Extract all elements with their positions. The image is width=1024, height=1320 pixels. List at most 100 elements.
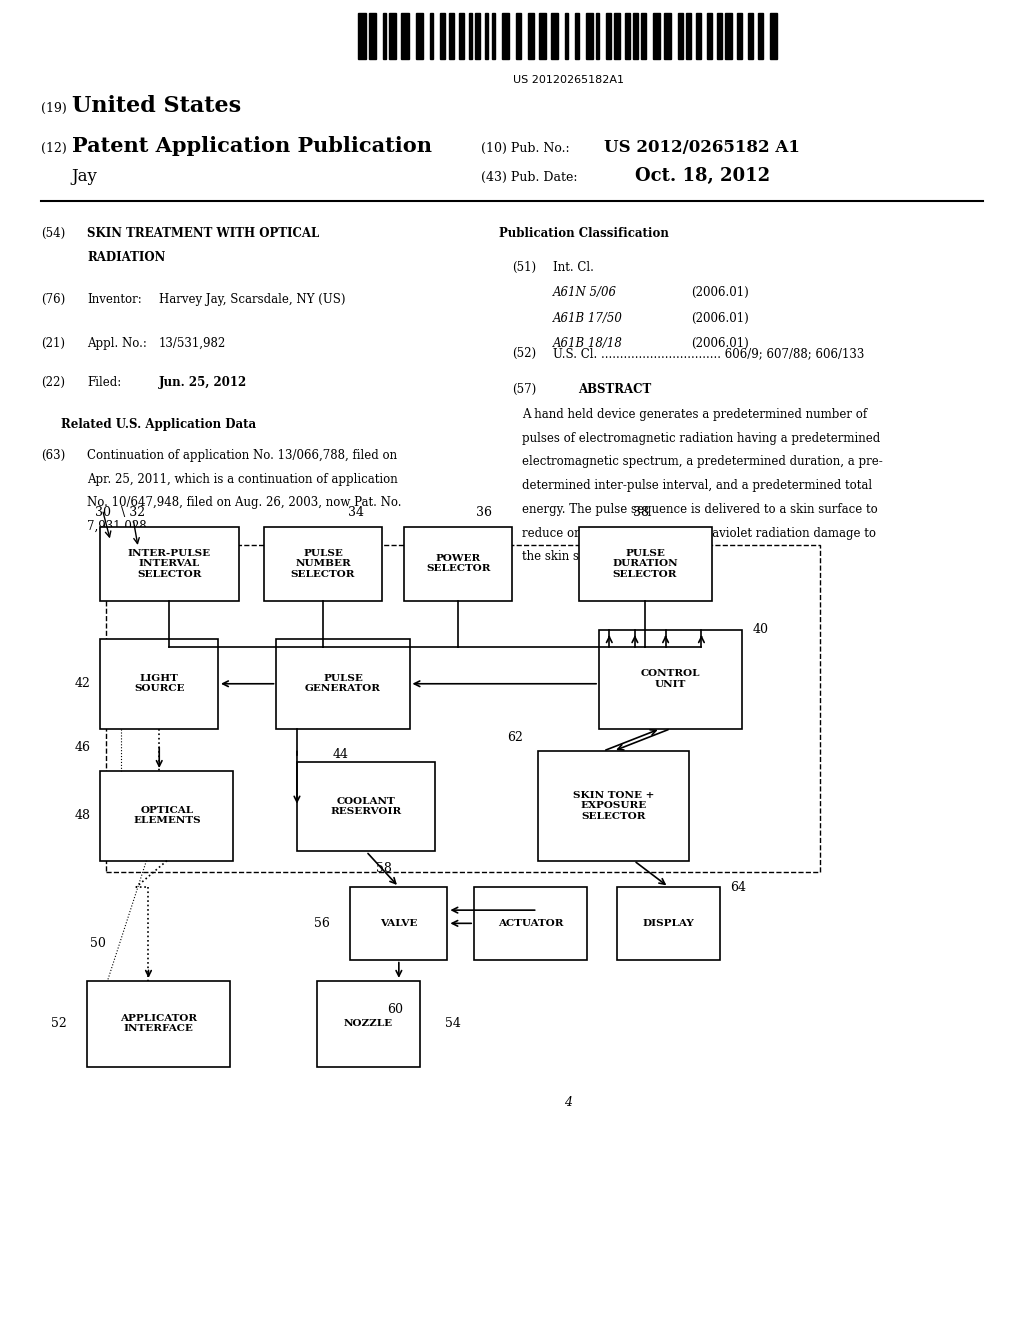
Text: DISPLAY: DISPLAY xyxy=(643,919,694,928)
Bar xyxy=(641,13,646,59)
Text: Appl. No.:: Appl. No.: xyxy=(87,337,146,350)
Text: Int. Cl.: Int. Cl. xyxy=(553,261,594,275)
Text: United States: United States xyxy=(72,95,241,117)
Bar xyxy=(653,13,660,59)
Text: Continuation of application No. 13/066,788, filed on: Continuation of application No. 13/066,7… xyxy=(87,449,397,462)
Text: RADIATION: RADIATION xyxy=(87,251,166,264)
FancyBboxPatch shape xyxy=(100,527,239,601)
Bar xyxy=(502,13,509,59)
Text: 58: 58 xyxy=(377,862,392,875)
Text: (10) Pub. No.:: (10) Pub. No.: xyxy=(481,141,570,154)
Bar xyxy=(633,13,638,59)
Bar xyxy=(565,13,568,59)
Text: Apr. 25, 2011, which is a continuation of application: Apr. 25, 2011, which is a continuation o… xyxy=(87,473,397,486)
Bar xyxy=(440,13,445,59)
Text: \ 32: \ 32 xyxy=(121,506,145,519)
Bar xyxy=(449,13,454,59)
Bar xyxy=(528,13,534,59)
Bar xyxy=(389,13,396,59)
Text: the skin surface.: the skin surface. xyxy=(522,550,621,564)
Text: (21): (21) xyxy=(41,337,65,350)
Text: pulses of electromagnetic radiation having a predetermined: pulses of electromagnetic radiation havi… xyxy=(522,432,881,445)
Text: 52: 52 xyxy=(51,1018,67,1030)
Text: POWER
SELECTOR: POWER SELECTOR xyxy=(426,554,490,573)
Bar xyxy=(575,13,579,59)
Text: APPLICATOR
INTERFACE: APPLICATOR INTERFACE xyxy=(120,1014,198,1034)
Text: 60: 60 xyxy=(387,1003,403,1016)
Bar xyxy=(516,13,521,59)
Text: 62: 62 xyxy=(507,731,523,744)
Text: No. 10/647,948, filed on Aug. 26, 2003, now Pat. No.: No. 10/647,948, filed on Aug. 26, 2003, … xyxy=(87,496,401,510)
Text: (52): (52) xyxy=(512,347,537,360)
Bar xyxy=(606,13,611,59)
FancyBboxPatch shape xyxy=(100,639,218,729)
Bar xyxy=(475,13,480,59)
Bar xyxy=(416,13,423,59)
Text: 38: 38 xyxy=(633,506,649,519)
Bar xyxy=(614,13,620,59)
Bar xyxy=(383,13,386,59)
FancyBboxPatch shape xyxy=(599,630,742,729)
Bar xyxy=(737,13,742,59)
Text: 48: 48 xyxy=(75,809,91,822)
Text: energy. The pulse sequence is delivered to a skin surface to: energy. The pulse sequence is delivered … xyxy=(522,503,878,516)
FancyBboxPatch shape xyxy=(579,527,712,601)
Text: electromagnetic spectrum, a predetermined duration, a pre-: electromagnetic spectrum, a predetermine… xyxy=(522,455,883,469)
Bar xyxy=(459,13,464,59)
Text: U.S. Cl. ................................ 606/9; 607/88; 606/133: U.S. Cl. ...............................… xyxy=(553,347,864,360)
Bar xyxy=(664,13,671,59)
Text: 56: 56 xyxy=(314,917,331,929)
FancyBboxPatch shape xyxy=(276,639,410,729)
Bar xyxy=(686,13,691,59)
Text: 13/531,982: 13/531,982 xyxy=(159,337,226,350)
Text: (19): (19) xyxy=(41,102,67,115)
Text: 36: 36 xyxy=(476,506,493,519)
Text: Inventor:: Inventor: xyxy=(87,293,141,306)
Text: (2006.01): (2006.01) xyxy=(691,286,749,300)
Bar xyxy=(625,13,630,59)
Bar xyxy=(758,13,763,59)
Text: (51): (51) xyxy=(512,261,537,275)
Bar xyxy=(401,13,409,59)
Bar xyxy=(586,13,593,59)
FancyBboxPatch shape xyxy=(350,887,447,960)
Text: ACTUATOR: ACTUATOR xyxy=(498,919,563,928)
Text: (63): (63) xyxy=(41,449,66,462)
Text: 40: 40 xyxy=(753,623,769,636)
Text: PULSE
NUMBER
SELECTOR: PULSE NUMBER SELECTOR xyxy=(291,549,355,578)
Text: (57): (57) xyxy=(512,383,537,396)
Bar xyxy=(725,13,732,59)
Text: Filed:: Filed: xyxy=(87,376,121,389)
Text: (22): (22) xyxy=(41,376,65,389)
Text: ABSTRACT: ABSTRACT xyxy=(578,383,651,396)
FancyBboxPatch shape xyxy=(404,527,512,601)
Text: NOZZLE: NOZZLE xyxy=(344,1019,393,1028)
Text: (76): (76) xyxy=(41,293,66,306)
Text: VALVE: VALVE xyxy=(380,919,418,928)
FancyBboxPatch shape xyxy=(297,762,435,851)
Bar xyxy=(696,13,701,59)
Text: 44: 44 xyxy=(333,748,349,762)
Text: 30: 30 xyxy=(95,506,112,519)
Text: 64: 64 xyxy=(730,880,746,894)
Text: Oct. 18, 2012: Oct. 18, 2012 xyxy=(635,166,770,185)
Text: Patent Application Publication: Patent Application Publication xyxy=(72,136,432,156)
Text: CONTROL
UNIT: CONTROL UNIT xyxy=(641,669,700,689)
Text: Jun. 25, 2012: Jun. 25, 2012 xyxy=(159,376,247,389)
Text: reduce or eliminate Xray or ultraviolet radiation damage to: reduce or eliminate Xray or ultraviolet … xyxy=(522,527,877,540)
Text: (2006.01): (2006.01) xyxy=(691,312,749,325)
Text: 42: 42 xyxy=(75,677,91,690)
Text: Publication Classification: Publication Classification xyxy=(499,227,669,240)
FancyBboxPatch shape xyxy=(87,981,230,1067)
FancyBboxPatch shape xyxy=(474,887,587,960)
Text: 50: 50 xyxy=(90,937,106,950)
Text: (54): (54) xyxy=(41,227,66,240)
Text: PULSE
GENERATOR: PULSE GENERATOR xyxy=(305,675,381,693)
Text: INTER-PULSE
INTERVAL
SELECTOR: INTER-PULSE INTERVAL SELECTOR xyxy=(128,549,211,578)
Text: 46: 46 xyxy=(75,741,91,754)
Bar xyxy=(707,13,712,59)
Bar xyxy=(770,13,777,59)
Text: 54: 54 xyxy=(445,1018,462,1030)
Text: 7,931,028.: 7,931,028. xyxy=(87,520,151,533)
FancyBboxPatch shape xyxy=(617,887,720,960)
